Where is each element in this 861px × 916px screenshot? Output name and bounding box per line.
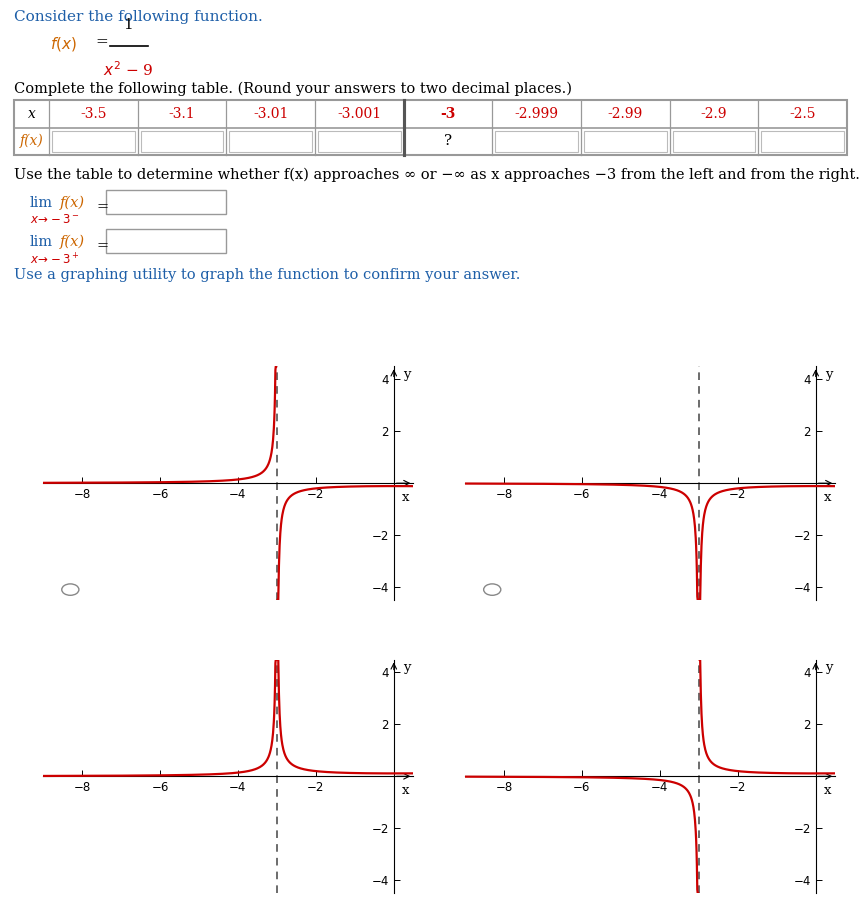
Text: y: y [826,660,833,674]
Text: y: y [826,367,833,381]
Text: x: x [824,491,831,504]
Text: Consider the following function.: Consider the following function. [14,10,263,24]
Text: $f(x)$: $f(x)$ [50,35,77,53]
FancyBboxPatch shape [52,130,134,152]
Text: -2.99: -2.99 [608,107,643,121]
Text: y: y [404,367,411,381]
Text: -3.5: -3.5 [80,107,107,121]
Text: $x\!\to\!-3^-$: $x\!\to\!-3^-$ [30,213,79,226]
Text: -3.01: -3.01 [253,107,288,121]
Text: lim: lim [30,235,53,249]
FancyBboxPatch shape [229,130,312,152]
Text: 1: 1 [123,18,133,32]
Text: Complete the following table. (Round your answers to two decimal places.): Complete the following table. (Round you… [14,82,572,96]
FancyBboxPatch shape [761,130,844,152]
Text: -3: -3 [440,107,455,121]
Text: =: = [96,239,108,253]
Text: -3.1: -3.1 [169,107,195,121]
Text: $x\!\to\!-3^+$: $x\!\to\!-3^+$ [30,252,79,267]
FancyBboxPatch shape [106,190,226,214]
Text: x: x [402,491,409,504]
Text: x: x [402,784,409,797]
FancyBboxPatch shape [672,130,755,152]
Text: f(x): f(x) [60,196,85,211]
Text: -2.999: -2.999 [515,107,559,121]
Text: lim: lim [30,196,53,210]
Text: $x^2$ − 9: $x^2$ − 9 [102,60,153,79]
Text: Use a graphing utility to graph the function to confirm your answer.: Use a graphing utility to graph the func… [14,268,520,282]
FancyBboxPatch shape [106,229,226,253]
FancyBboxPatch shape [318,130,400,152]
FancyBboxPatch shape [140,130,223,152]
Bar [14,100,847,155]
Text: -2.5: -2.5 [790,107,816,121]
Text: =: = [96,200,108,214]
Text: f(x): f(x) [60,235,85,249]
FancyBboxPatch shape [584,130,666,152]
FancyBboxPatch shape [495,130,578,152]
Text: y: y [404,660,411,674]
Text: ?: ? [444,135,452,148]
Text: x: x [824,784,831,797]
Text: -3.001: -3.001 [338,107,381,121]
Text: Use the table to determine whether f(x) approaches ∞ or −∞ as x approaches −3 fr: Use the table to determine whether f(x) … [14,168,860,182]
Text: x: x [28,107,35,121]
Text: =: = [95,35,108,49]
Text: -2.9: -2.9 [701,107,728,121]
Text: f(x): f(x) [20,134,43,148]
